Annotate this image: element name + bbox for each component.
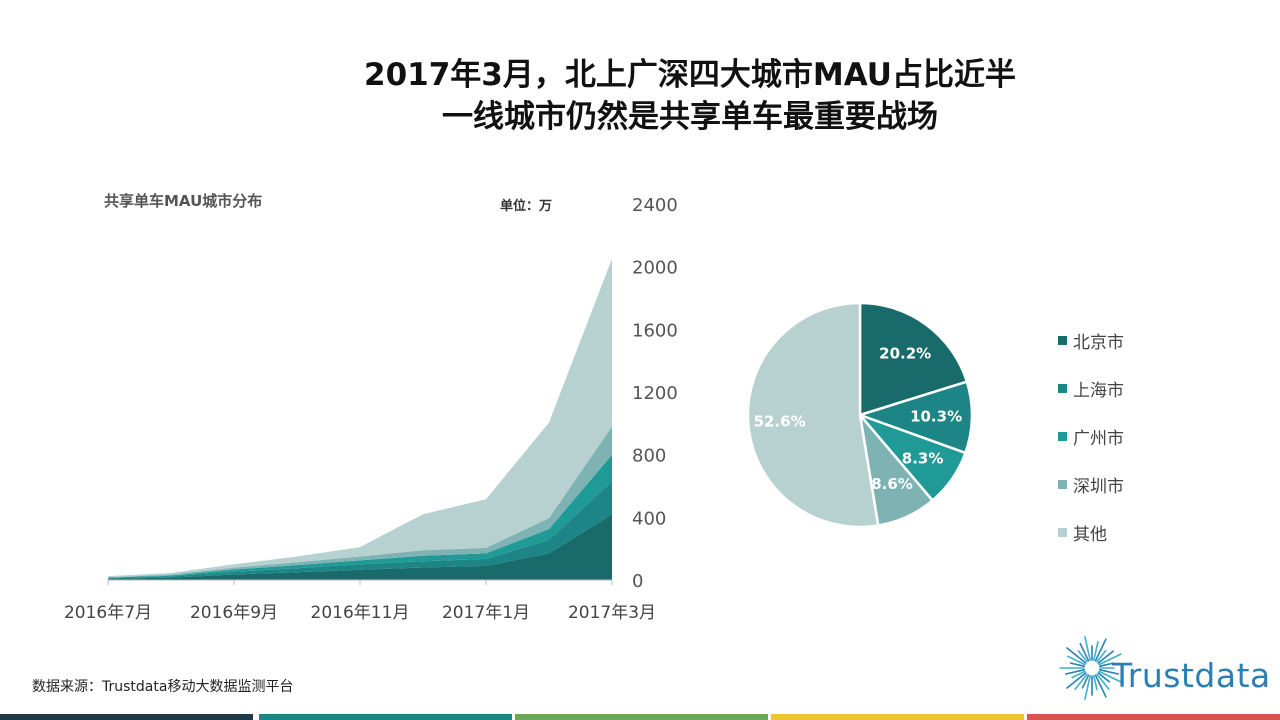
page-title: 2017年3月，北上广深四大城市MAU占比近半 一线城市仍然是共享单车最重要战场 (260, 54, 1120, 138)
logo-ray (1097, 650, 1114, 664)
x-tick-label: 2016年11月 (311, 603, 410, 623)
pie-data-label: 20.2% (879, 345, 931, 363)
legend-label: 上海市 (1073, 380, 1124, 401)
source-note: 数据来源：Trustdata移动大数据监测平台 (32, 679, 294, 695)
logo-ray (1094, 638, 1107, 662)
legend-swatch (1058, 431, 1067, 441)
y-tick-label: 800 (632, 446, 666, 467)
logo-ray (1099, 662, 1115, 668)
trustdata-logo-icon (1059, 635, 1122, 701)
legend-item: 北京市 (1058, 316, 1124, 364)
y-tick-label: 1200 (632, 383, 678, 404)
chart-title: 共享单车MAU城市分布 (104, 192, 263, 210)
logo-ray (1098, 653, 1122, 666)
pie-data-label: 8.3% (902, 449, 944, 467)
pie-chart: 20.2% 10.3% 8.3% 8.6% 52.6% (746, 301, 974, 529)
pie-slice-0 (858, 301, 969, 417)
legend-swatch (1058, 335, 1067, 345)
y-tick-label: 0 (632, 571, 643, 592)
logo-ray (1077, 649, 1088, 663)
x-tick-label: 2017年3月 (568, 603, 656, 623)
logo-ray (1096, 673, 1110, 690)
area-chart-axes: 0 400 800 1200 1600 2000 2400 2016年7月 2016年9月 201… (64, 195, 678, 623)
x-tick-label: 2016年9月 (190, 603, 278, 623)
logo-ray (1074, 673, 1088, 690)
logo-ray (1097, 672, 1111, 683)
pie-slice-1 (856, 380, 974, 455)
logo-ray (1084, 675, 1092, 701)
legend-label: 其他 (1073, 524, 1107, 545)
pie-legend: 北京市上海市广州市深圳市其他 (1058, 316, 1124, 556)
logo-ray (1099, 668, 1120, 675)
y-tick-label: 400 (632, 508, 666, 529)
pie-data-label: 8.6% (871, 475, 913, 493)
legend-label: 广州市 (1073, 428, 1124, 449)
color-stripe (0, 714, 253, 720)
logo-ray (1096, 649, 1107, 663)
logo-ray (1071, 670, 1086, 679)
logo-ray (1079, 642, 1090, 662)
legend-swatch (1058, 527, 1067, 537)
logo-ray (1064, 668, 1085, 675)
title-line-2: 一线城市仍然是共享单车最重要战场 (442, 99, 938, 135)
color-stripe (771, 714, 1024, 720)
legend-swatch (1058, 383, 1067, 393)
color-stripe (259, 714, 512, 720)
logo-ray (1092, 640, 1099, 661)
logo-ray (1066, 672, 1087, 689)
logo-ray (1092, 675, 1098, 691)
pie-slice-4 (746, 301, 880, 529)
legend-label: 北京市 (1073, 332, 1124, 353)
area-chart-series-group (108, 258, 612, 580)
legend-swatch (1058, 479, 1067, 489)
logo-ray (1066, 655, 1086, 666)
color-stripe (515, 714, 768, 720)
y-tick-label: 2400 (632, 195, 678, 216)
area-series-0 (108, 514, 612, 580)
logo-text: Trustdata (1112, 656, 1271, 695)
y-tick-label: 2000 (632, 258, 678, 279)
title-line-1: 2017年3月，北上广深四大城市MAU占比近半 (364, 57, 1016, 93)
legend-item: 广州市 (1058, 412, 1124, 460)
legend-item: 上海市 (1058, 364, 1124, 412)
legend-item: 深圳市 (1058, 460, 1124, 508)
logo-ray (1098, 670, 1122, 683)
logo-ray (1081, 674, 1090, 689)
logo-ray (1069, 662, 1085, 668)
color-stripe (1027, 714, 1280, 720)
legend-item: 其他 (1058, 508, 1124, 556)
y-tick-label: 1600 (632, 320, 678, 341)
unit-label: 单位：万 (500, 199, 553, 214)
logo-ray (1066, 647, 1087, 664)
pie-data-label: 10.3% (910, 408, 962, 426)
legend-label: 深圳市 (1073, 476, 1124, 497)
x-tick-label: 2016年7月 (64, 603, 152, 623)
logo-ray (1094, 674, 1107, 698)
x-tick-label: 2017年1月 (442, 603, 530, 623)
logo-ray (1084, 635, 1092, 661)
pie-data-label: 52.6% (754, 413, 806, 431)
